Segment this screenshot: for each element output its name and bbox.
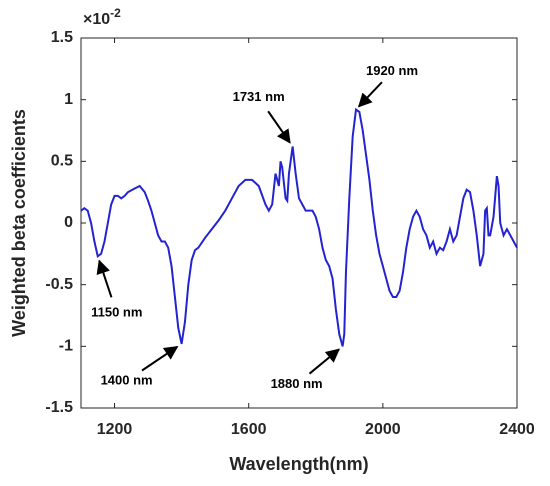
annotation-label: 1150 nm — [91, 305, 142, 320]
y-axis-label: Weighted beta coefficients — [9, 109, 29, 337]
multiplier-base: ×10 — [83, 11, 110, 28]
x-tick-label: 1200 — [97, 421, 133, 438]
annotation-label: 1400 nm — [101, 372, 153, 387]
x-tick-label: 1600 — [231, 421, 267, 438]
annotation-arrow — [357, 81, 383, 108]
x-tick-label: 2000 — [365, 421, 401, 438]
y-tick-label: -0.5 — [45, 276, 73, 293]
multiplier-exponent: -2 — [110, 6, 121, 20]
annotation-arrow — [96, 259, 113, 298]
annotation-label: 1731 nm — [233, 89, 285, 104]
annotation-arrow — [141, 345, 179, 372]
annotation-label: 1880 nm — [271, 376, 323, 391]
x-axis-label: Wavelength(nm) — [229, 454, 368, 474]
y-tick-label: -1.5 — [45, 399, 73, 416]
plot-area — [80, 37, 518, 409]
annotation-arrow — [267, 110, 291, 144]
y-tick-label: 1 — [64, 91, 73, 108]
y-tick-label: 1.5 — [51, 29, 73, 46]
y-tick-label: -1 — [59, 338, 73, 355]
axis-multiplier: ×10-2 — [83, 6, 121, 28]
annotation-arrow — [308, 348, 340, 375]
y-tick-label: 0 — [64, 214, 73, 231]
annotation-label: 1920 nm — [366, 63, 418, 78]
x-tick-label: 2400 — [499, 421, 535, 438]
data-line — [80, 107, 518, 347]
y-tick-label: 0.5 — [51, 153, 73, 170]
